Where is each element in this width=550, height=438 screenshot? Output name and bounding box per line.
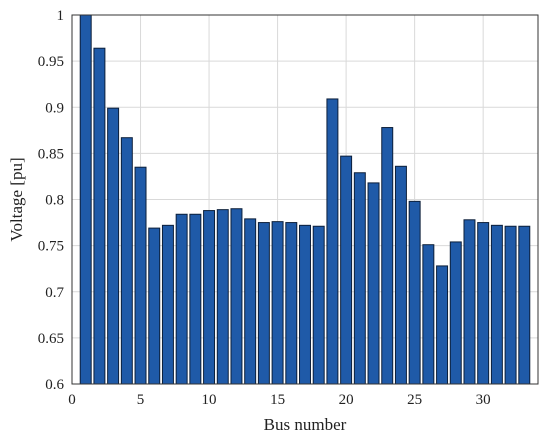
bar-bus-7 bbox=[161, 224, 174, 385]
bar-bus-19 bbox=[326, 98, 339, 385]
bar-bus-2 bbox=[93, 47, 106, 385]
bar-bus-13 bbox=[244, 218, 257, 385]
bar-bus-10 bbox=[203, 210, 216, 385]
bar-bus-8 bbox=[175, 213, 188, 385]
y-tick-label: 0.75 bbox=[38, 239, 64, 255]
y-tick-label: 0.6 bbox=[45, 377, 64, 393]
bar-bus-26 bbox=[422, 244, 435, 385]
bar-bus-25 bbox=[408, 200, 421, 385]
x-axis-ticks: 0 5 10 15 20 25 30 bbox=[68, 392, 490, 408]
bar-bus-14 bbox=[257, 222, 270, 385]
bar-bus-20 bbox=[340, 155, 353, 385]
bar-bus-1 bbox=[79, 14, 92, 385]
bar-bus-11 bbox=[216, 209, 229, 385]
bar-bus-3 bbox=[107, 107, 120, 385]
y-axis-label: Voltage [pu] bbox=[7, 157, 26, 241]
y-tick-label: 0.9 bbox=[45, 100, 64, 116]
y-tick-label: 0.95 bbox=[38, 54, 64, 70]
x-tick-label: 10 bbox=[202, 392, 217, 408]
bar-bus-29 bbox=[463, 219, 476, 385]
bar-bus-27 bbox=[436, 265, 449, 385]
x-tick-label: 20 bbox=[339, 392, 354, 408]
bar-bus-21 bbox=[353, 172, 366, 385]
bar-bus-24 bbox=[394, 165, 407, 385]
y-tick-label: 1 bbox=[57, 8, 65, 24]
bar-bus-16 bbox=[285, 222, 298, 385]
bar-bus-4 bbox=[120, 137, 133, 385]
plot-frame bbox=[71, 14, 539, 385]
y-tick-label: 0.85 bbox=[38, 146, 64, 162]
x-axis-label: Bus number bbox=[264, 415, 347, 434]
x-tick-label: 25 bbox=[407, 392, 422, 408]
x-tick-label: 30 bbox=[476, 392, 491, 408]
bar-bus-5 bbox=[134, 166, 147, 385]
bar-bus-6 bbox=[148, 227, 161, 385]
bar-bus-18 bbox=[312, 225, 325, 385]
y-tick-label: 0.65 bbox=[38, 331, 64, 347]
bar-bus-22 bbox=[367, 182, 380, 385]
bar-bus-31 bbox=[490, 224, 503, 385]
x-tick-label: 0 bbox=[68, 392, 76, 408]
x-tick-label: 5 bbox=[137, 392, 145, 408]
bar-bus-15 bbox=[271, 221, 284, 385]
bar-bus-9 bbox=[189, 213, 202, 385]
bar-bus-17 bbox=[299, 224, 311, 385]
bar-bus-32 bbox=[504, 225, 517, 385]
y-axis-ticks: 0.6 0.65 0.7 0.75 0.8 0.85 0.9 0.95 1 bbox=[38, 8, 65, 393]
y-tick-label: 0.7 bbox=[45, 285, 64, 301]
bar-bus-12 bbox=[230, 208, 243, 385]
bar-bus-30 bbox=[477, 222, 490, 385]
bars-group bbox=[79, 14, 531, 385]
y-tick-label: 0.8 bbox=[45, 193, 64, 209]
bar-bus-28 bbox=[449, 241, 462, 385]
bar-bus-33 bbox=[518, 225, 531, 385]
bar-bus-23 bbox=[381, 127, 394, 385]
x-tick-label: 15 bbox=[270, 392, 285, 408]
